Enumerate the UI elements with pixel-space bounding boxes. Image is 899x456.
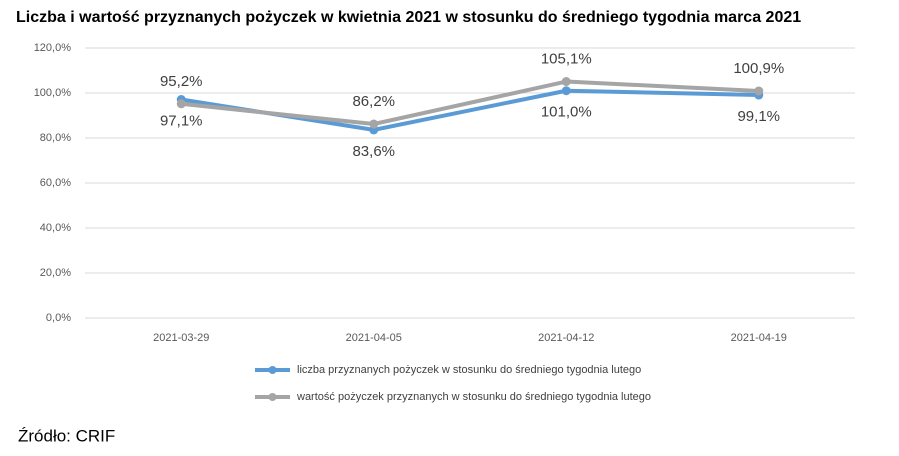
legend-marker xyxy=(268,366,277,374)
data-label: 97,1% xyxy=(160,112,203,129)
legend-label: liczba przyznanych pożyczek w stosunku d… xyxy=(297,364,641,376)
data-label: 100,9% xyxy=(733,60,784,77)
point xyxy=(754,86,764,96)
y-tick-label: 80,0% xyxy=(40,132,71,144)
series-line xyxy=(180,88,759,132)
data-label: 101,0% xyxy=(541,104,592,121)
chart-title: Liczba i wartość przyznanych pożyczek w … xyxy=(16,9,801,26)
x-tick-label: 2021-04-05 xyxy=(346,332,402,344)
y-tick-label: 120,0% xyxy=(34,42,72,54)
data-label: 105,1% xyxy=(541,50,592,67)
point xyxy=(561,86,571,96)
data-label: 99,1% xyxy=(737,108,780,125)
point xyxy=(369,119,379,129)
x-tick-label: 2021-04-19 xyxy=(731,332,787,344)
legend-marker xyxy=(268,393,277,401)
legend-label: wartość pożyczek przyznanych w stosunku … xyxy=(296,391,651,403)
y-tick-label: 60,0% xyxy=(40,177,71,189)
y-tick-label: 20,0% xyxy=(40,267,71,279)
series-line xyxy=(181,79,759,127)
point xyxy=(561,77,571,87)
y-tick-label: 100,0% xyxy=(34,87,72,99)
source: Źródło: CRIF xyxy=(18,426,115,445)
data-label: 86,2% xyxy=(352,93,395,110)
y-tick-label: 40,0% xyxy=(40,222,71,234)
data-label: 83,6% xyxy=(352,143,395,160)
y-tick-label: 0,0% xyxy=(46,312,71,324)
data-label: 95,2% xyxy=(160,73,203,90)
point xyxy=(176,99,186,109)
x-tick-label: 2021-03-29 xyxy=(153,332,209,344)
x-tick-label: 2021-04-12 xyxy=(538,332,594,344)
